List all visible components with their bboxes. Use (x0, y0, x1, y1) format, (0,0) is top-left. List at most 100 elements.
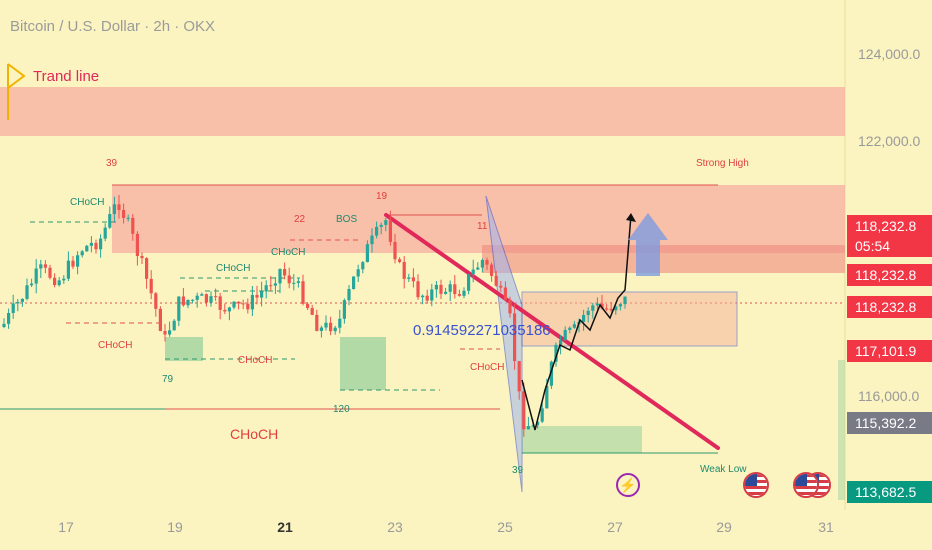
candle-body (135, 233, 139, 256)
candle-body (315, 314, 319, 331)
candle-body (241, 303, 245, 305)
x-tick-29: 29 (716, 519, 732, 535)
supply-zone-inner (482, 245, 845, 273)
candle-body (430, 289, 434, 301)
candle-body (16, 301, 20, 304)
candle-body (232, 301, 236, 308)
candle-body (296, 281, 300, 283)
candle-body (89, 242, 93, 246)
price-tag-6: 113,682.5 (847, 481, 932, 503)
choch-label-main: CHoCH (230, 426, 279, 442)
candle-body (531, 425, 535, 427)
candle-body (522, 391, 526, 430)
x-tick-27: 27 (607, 519, 623, 535)
candle-body (471, 269, 475, 275)
candle-body (218, 296, 222, 310)
candle-body (223, 309, 227, 312)
candle-body (503, 287, 507, 300)
candle-body (356, 269, 360, 277)
chart-title: Bitcoin / U.S. Dollar · 2h · OKX (10, 18, 216, 35)
candle-body (462, 290, 466, 296)
candle-body (379, 224, 383, 227)
candle-body (375, 226, 379, 236)
us-flag-icon[interactable] (793, 472, 819, 498)
candle-body (554, 344, 558, 362)
candle-body (177, 296, 181, 321)
candle-body (131, 217, 135, 234)
candle-body (2, 323, 6, 327)
candle-body (540, 408, 544, 422)
candle-body (39, 264, 43, 269)
candle-body (591, 305, 595, 311)
candle-body (204, 294, 208, 303)
num-label-39-bottom: 39 (512, 465, 524, 476)
lightning-icon[interactable]: ⚡ (616, 473, 640, 497)
candle-body (623, 296, 627, 305)
candle-body (149, 278, 153, 294)
demand-zone-1 (165, 337, 203, 361)
x-tick-25: 25 (497, 519, 513, 535)
candle-body (508, 299, 512, 314)
candle-body (352, 276, 356, 290)
candle-body (324, 322, 328, 328)
y-tick-124000: 124,000.0 (858, 46, 921, 62)
x-tick-21: 21 (277, 519, 293, 535)
x-tick-23: 23 (387, 519, 403, 535)
candle-body (214, 296, 218, 298)
candle-body (11, 303, 15, 314)
candle-body (457, 294, 461, 296)
candle-body (209, 296, 213, 303)
candle-body (439, 284, 443, 294)
candle-body (264, 285, 268, 292)
candle-body (416, 281, 420, 298)
candle-body (605, 308, 609, 310)
projection-path (521, 214, 632, 431)
candle-body (586, 310, 590, 316)
candle-body (94, 242, 98, 250)
demand-zone-2 (340, 337, 386, 390)
us-flag-icon[interactable] (743, 472, 769, 498)
candle-body (319, 327, 323, 331)
candle-body (582, 315, 586, 322)
candle-body (444, 291, 448, 294)
candle-body (333, 327, 337, 332)
candle-body (370, 235, 374, 245)
candle-body (172, 320, 176, 331)
candle-body (609, 308, 613, 311)
candle-body (411, 277, 415, 282)
candle-body (559, 340, 563, 345)
candle-body (388, 220, 392, 242)
price-tag-5: 115,392.2 (847, 412, 932, 434)
countdown-tag: 05:54 (847, 235, 932, 257)
candle-body (301, 281, 305, 304)
num-label-39-top: 39 (106, 158, 118, 169)
candle-body (168, 330, 172, 335)
candle-body (361, 262, 365, 270)
candle-body (117, 204, 121, 210)
candle-body (154, 293, 158, 309)
candle-body (25, 285, 29, 299)
candle-body (30, 283, 34, 286)
candle-body (186, 299, 190, 306)
candle-body (66, 260, 70, 279)
candle-body (158, 308, 162, 332)
candle-body (103, 227, 107, 239)
choch-label-2: CHoCH (216, 263, 251, 274)
target-box (521, 291, 738, 347)
price-tag-4: 117,101.9 (847, 340, 932, 362)
candle-body (517, 361, 521, 392)
candle-body (140, 255, 144, 259)
price-tag-3: 118,232.8 (847, 296, 932, 318)
candle-body (237, 301, 241, 304)
candle-body (260, 291, 264, 298)
candle-body (287, 275, 291, 284)
candle-body (53, 277, 57, 286)
weak-low-label: Weak Low (700, 464, 747, 475)
choch-label-5: CHoCH (238, 355, 273, 366)
candle-body (163, 331, 167, 335)
price-tag-current: 118,232.8 (847, 215, 932, 237)
y-tick-116000: 116,000.0 (858, 388, 920, 404)
candle-body (112, 204, 116, 215)
y-tick-122000: 122,000.0 (858, 133, 921, 149)
